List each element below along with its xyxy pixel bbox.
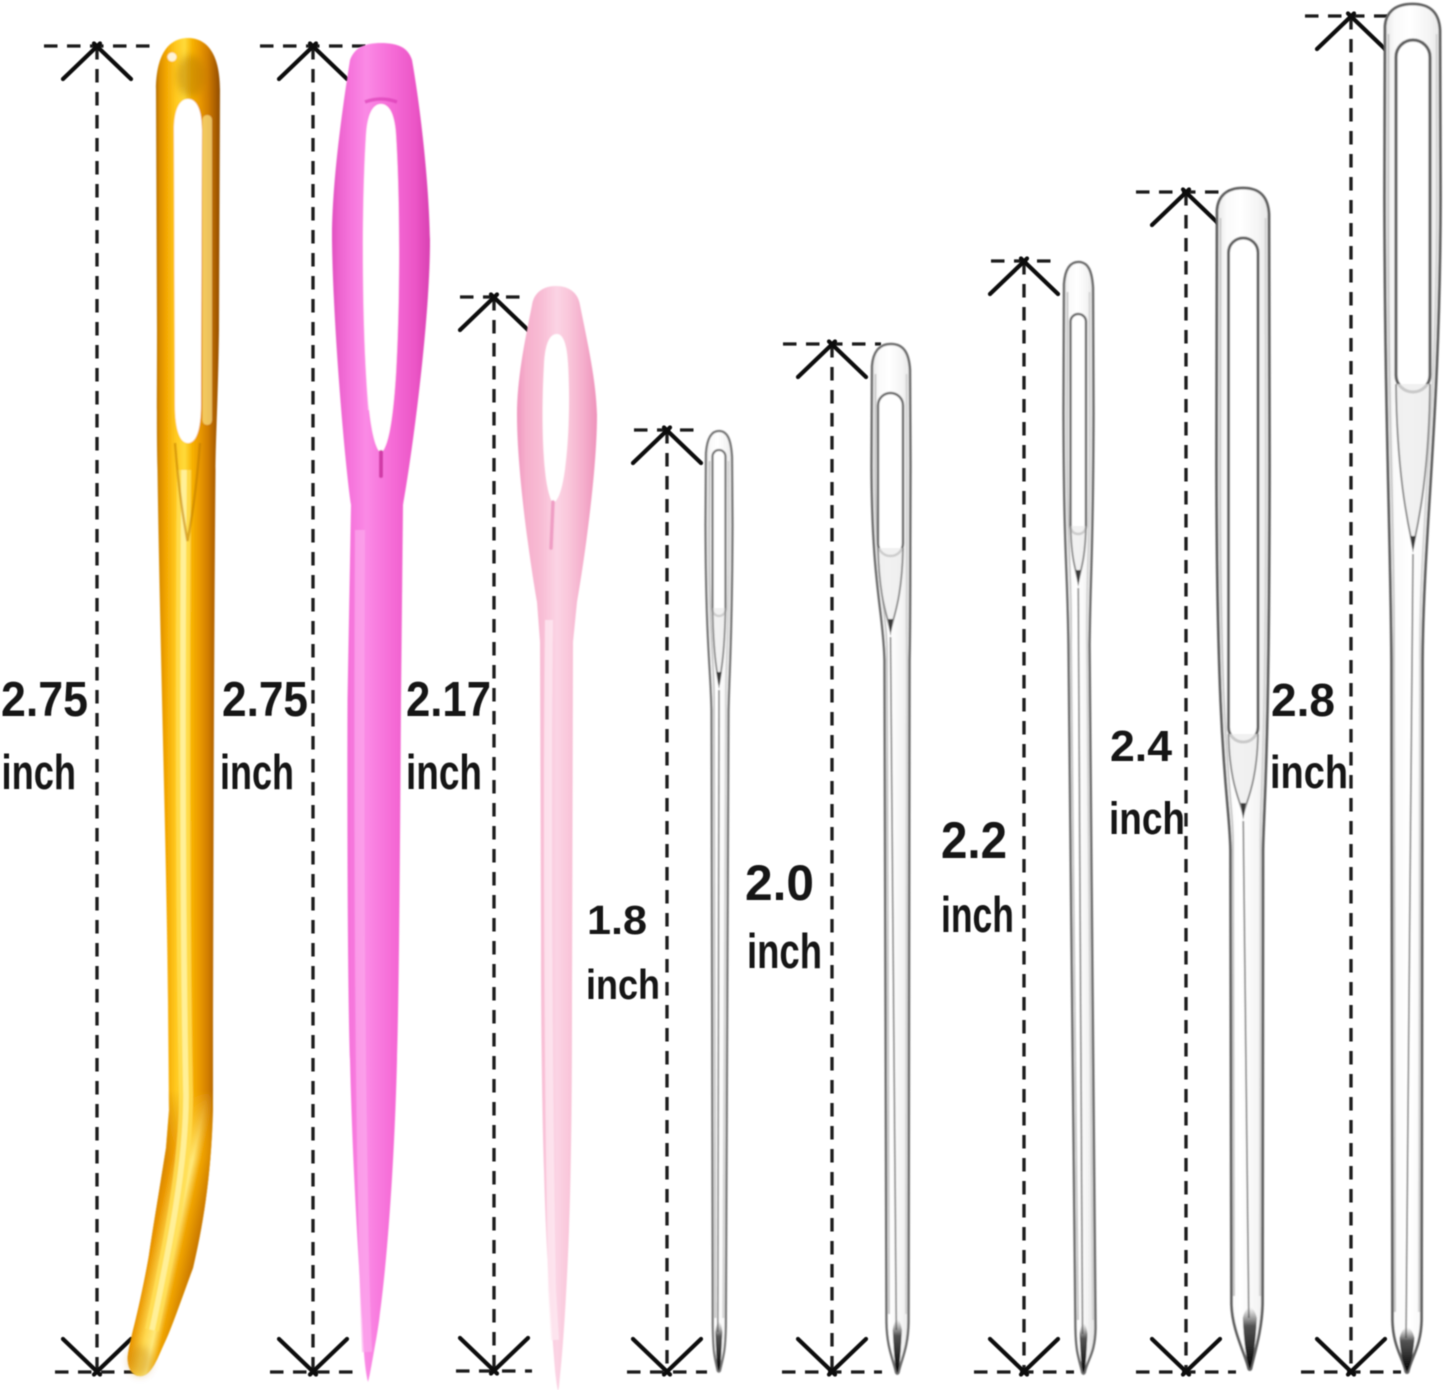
svg-text:2.75: 2.75 — [1, 673, 88, 727]
svg-text:inch: inch — [220, 746, 294, 800]
svg-text:2.2: 2.2 — [941, 812, 1007, 870]
svg-text:inch: inch — [2, 746, 77, 800]
svg-text:2.0: 2.0 — [745, 855, 814, 911]
svg-text:2.4: 2.4 — [1110, 722, 1173, 771]
svg-text:inch: inch — [747, 925, 822, 979]
svg-text:inch: inch — [1109, 793, 1185, 844]
svg-text:2.8: 2.8 — [1271, 674, 1335, 726]
svg-text:inch: inch — [406, 746, 482, 800]
svg-text:inch: inch — [1270, 746, 1348, 798]
svg-text:2.17: 2.17 — [406, 673, 491, 727]
svg-text:2.75: 2.75 — [222, 673, 308, 727]
svg-text:1.8: 1.8 — [587, 897, 647, 943]
svg-text:inch: inch — [941, 887, 1014, 943]
svg-text:inch: inch — [586, 961, 660, 1008]
